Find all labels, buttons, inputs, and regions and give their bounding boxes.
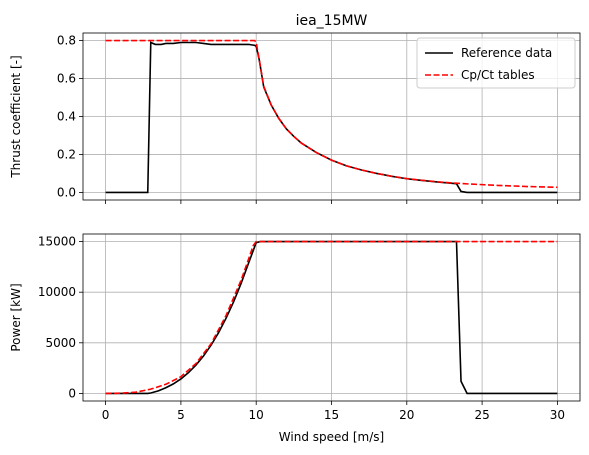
- chart-title: iea_15MW: [296, 13, 368, 29]
- series-line-cp-ct-tables: [105, 240, 558, 395]
- y-tick-label: 5000: [45, 336, 76, 350]
- power-subplot: 0 5 10 15 20 25 30 0 5000 10000 15000 Power [kW] Win…: [9, 233, 581, 444]
- series-line-cp-ct-tables: [105, 39, 558, 189]
- x-tick-label: 30: [550, 408, 565, 422]
- x-axis-label: Wind speed [m/s]: [279, 430, 384, 444]
- y-axis-label: Power [kW]: [9, 283, 23, 351]
- thrust-coefficient-subplot: 0.0 0.2 0.4 0.6 0.8 iea_15MW Thrust coefficien…: [9, 13, 581, 204]
- y-axis-label: Thrust coefficient [-]: [9, 55, 23, 178]
- legend: Reference data Cp/Ct tables: [416, 37, 576, 89]
- x-tick-label: 0: [102, 408, 110, 422]
- x-tick-label: 25: [474, 408, 489, 422]
- legend-box: [416, 37, 576, 89]
- y-tick-label: 0.0: [57, 185, 76, 199]
- x-tick-label: 15: [324, 408, 339, 422]
- x-tick-label: 5: [177, 408, 185, 422]
- legend-label-reference-data: Reference data: [461, 46, 552, 60]
- legend-label-cp-ct-tables: Cp/Ct tables: [461, 68, 535, 82]
- y-tick-label: 0.8: [57, 34, 76, 48]
- y-tick-label: 15000: [38, 235, 76, 249]
- y-tick-label: 0.4: [57, 110, 76, 124]
- x-tick-label: 10: [249, 408, 264, 422]
- y-tick-label: 0.6: [57, 72, 76, 86]
- y-tick-label: 0.2: [57, 147, 76, 161]
- y-tick-label: 0: [68, 386, 76, 400]
- x-tick-label: 20: [399, 408, 414, 422]
- y-tick-label: 10000: [38, 285, 76, 299]
